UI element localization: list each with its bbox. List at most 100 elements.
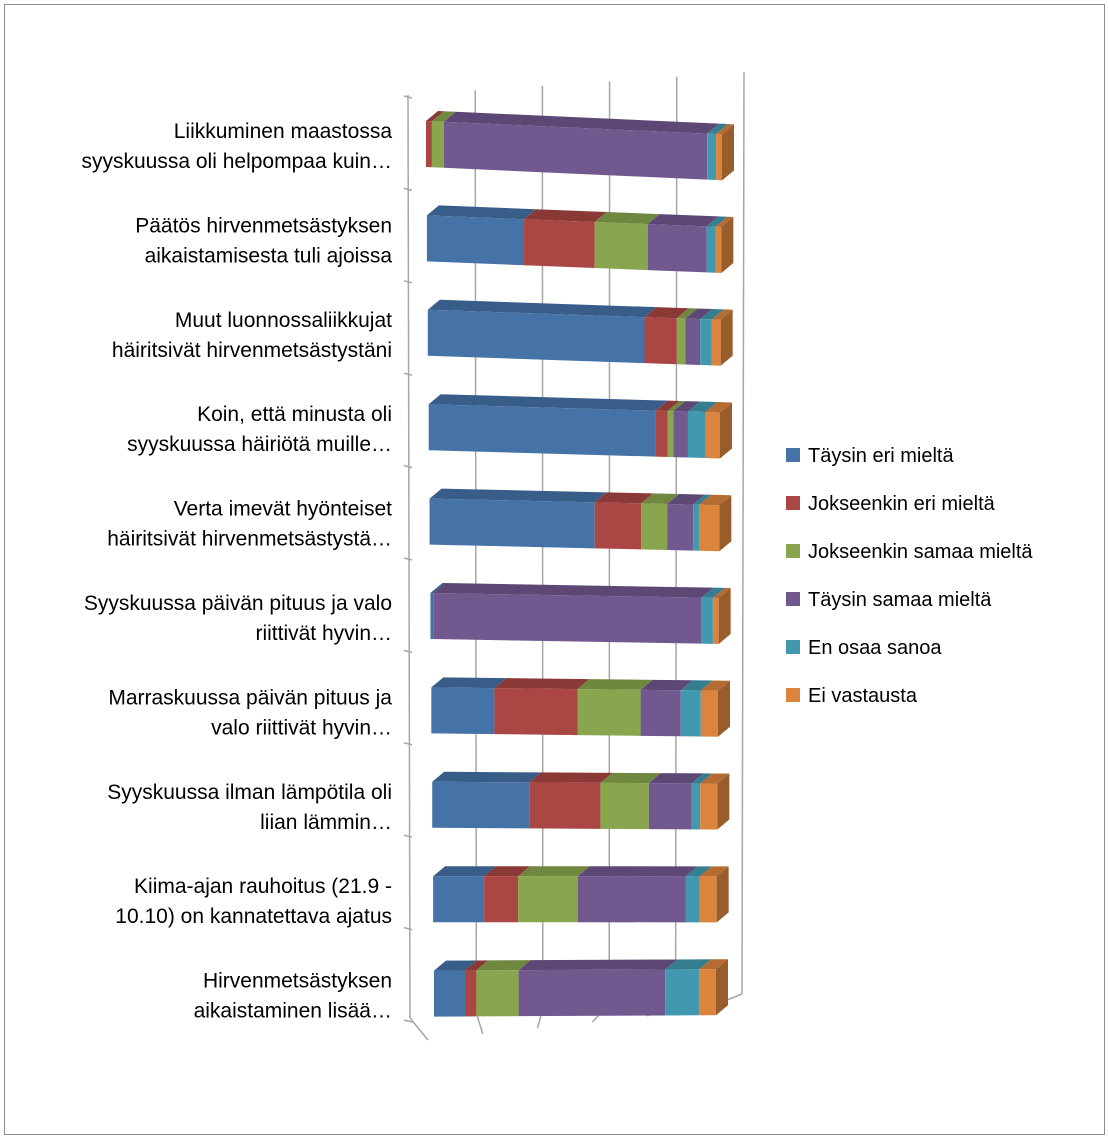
bar-segment-5-3 — [641, 493, 680, 551]
bar-segment-9-1 — [433, 866, 497, 923]
bar-segment-4-5 — [687, 401, 718, 459]
category-label-8-line-2: liian lämmin… — [260, 811, 392, 834]
bar-segment-6-6 — [712, 587, 731, 644]
bar-segment-5-5 — [693, 494, 712, 551]
bar-segment-9-4 — [577, 866, 698, 923]
bar-end-cap-2 — [721, 217, 734, 274]
bar-segment-1-4 — [443, 111, 720, 180]
bar-end-cap-6 — [718, 587, 731, 644]
legend-swatch-1 — [786, 448, 800, 462]
axis-tick — [403, 95, 413, 99]
floor-line-20 — [475, 1012, 484, 1035]
axis-tick — [403, 1019, 413, 1023]
legend-swatch-2 — [786, 496, 800, 510]
category-label-9-line-1: Kiima-ajan rauhoitus (21.9 - — [134, 875, 392, 898]
category-label-2-line-1: Päätös hirvenmetsästyksen — [135, 214, 392, 237]
bar-segment-7-3 — [577, 679, 653, 736]
bar-segment-10-2 — [465, 960, 489, 1017]
bars-layer — [426, 111, 734, 1017]
legend-swatch-6 — [786, 688, 800, 702]
axis-tick — [403, 649, 413, 654]
bar-segment-6-1 — [430, 583, 446, 640]
bar-segment-9-6 — [699, 866, 729, 923]
bar-segment-1-6 — [716, 124, 734, 181]
axis-tick — [403, 557, 413, 561]
legend: Täysin eri mieltä Jokseenkin eri mieltä Jo… — [786, 445, 1033, 707]
bar-segment-3-3 — [676, 308, 698, 365]
bar-segment-5-2 — [594, 492, 654, 550]
bar-segment-10-4 — [518, 959, 678, 1017]
bar-segment-4-1 — [428, 394, 668, 457]
category-labels: Liikkuminen maastossa syyskuussa oli help… — [82, 120, 393, 1023]
bar-segment-1-3 — [431, 111, 456, 168]
axis-tick — [403, 742, 413, 746]
bar-segment-2-6 — [715, 216, 734, 274]
category-label-5-line-1: Verta imevät hyönteiset — [174, 498, 392, 521]
bar-segment-6-5 — [701, 587, 725, 644]
legend-swatch-4 — [786, 592, 800, 606]
gridline-100 — [741, 71, 745, 995]
category-label-9-line-2: 10.10) on kannatettava ajatus — [115, 905, 392, 928]
bar-segment-7-2 — [494, 678, 590, 736]
bar-segment-4-3 — [667, 400, 686, 458]
category-label-1-line-1: Liikkuminen maastossa — [174, 120, 393, 143]
bar-segment-2-2 — [524, 209, 607, 269]
bar-segment-8-1 — [432, 771, 542, 829]
bar-segment-8-5 — [691, 773, 713, 830]
bar-segment-5-1 — [429, 488, 607, 549]
category-label-10-line-1: Hirvenmetsästyksen — [203, 970, 392, 993]
bar-segment-9-2 — [484, 866, 531, 923]
bar-segment-2-3 — [594, 212, 660, 271]
bar-segment-7-4 — [640, 679, 693, 737]
category-label-1-line-2: syyskuussa oli helpompaa kuin… — [82, 150, 393, 173]
bar-segment-2-5 — [706, 216, 728, 273]
bar-segment-8-6 — [700, 773, 730, 830]
bar-end-cap-4 — [720, 402, 732, 459]
legend-swatch-3 — [786, 544, 800, 558]
legend-label-4: Täysin samaa mieltä — [808, 589, 992, 611]
axis-tick — [403, 834, 413, 838]
legend-label-1: Täysin eri mieltä — [808, 445, 954, 467]
bar-segment-8-2 — [529, 772, 613, 829]
category-label-7-line-2: valo riittivät hyvin… — [211, 716, 392, 739]
bar-end-cap-8 — [717, 773, 730, 830]
category-label-6-line-2: riittivät hyvin… — [255, 622, 392, 645]
category-label-4-line-2: syyskuussa häiriötä muille… — [127, 433, 392, 456]
bar-segment-3-4 — [685, 308, 713, 366]
bar-segment-2-1 — [426, 205, 537, 266]
category-label-2-line-2: aikaistamisesta tuli ajoissa — [145, 244, 393, 267]
bar-segment-8-4 — [648, 773, 704, 830]
category-label-3-line-1: Muut luonnossaliikkujat — [175, 309, 392, 332]
floor-line-0 — [409, 1017, 429, 1041]
bar-segment-3-1 — [427, 299, 657, 364]
legend-label-3: Jokseenkin samaa mieltä — [808, 541, 1033, 563]
bar-segment-3-6 — [711, 309, 733, 366]
category-label-7-line-1: Marraskuussa päivän pituus ja — [108, 686, 392, 709]
bar-segment-10-1 — [434, 960, 478, 1017]
bar-segment-10-6 — [699, 959, 728, 1016]
bar-segment-9-3 — [518, 866, 590, 923]
bar-segment-9-5 — [685, 866, 712, 923]
axis-tick — [403, 372, 413, 376]
category-label-4-line-1: Koin, että minusta oli — [197, 403, 392, 426]
axis-tick — [403, 926, 413, 931]
category-label-6-line-1: Syyskuussa päivän pituus ja valo — [84, 592, 392, 615]
bar-segment-4-6 — [705, 402, 732, 459]
axis-tick — [403, 280, 413, 284]
bar-segment-10-5 — [665, 959, 712, 1016]
bar-segment-10-3 — [476, 960, 531, 1017]
axis-tick — [403, 187, 413, 192]
bar-segment-3-2 — [644, 307, 689, 365]
bar-end-cap-9 — [716, 866, 729, 923]
bar-segment-5-6 — [699, 494, 732, 552]
bar-segment-8-3 — [600, 772, 661, 830]
gridline-0 — [407, 94, 411, 1019]
legend-swatch-5 — [786, 640, 800, 654]
category-label-10-line-2: aikaistaminen lisää… — [194, 1000, 392, 1023]
bar-end-cap-3 — [720, 309, 733, 366]
category-label-8-line-1: Syyskuussa ilman lämpötila oli — [107, 781, 392, 804]
bar-segment-1-5 — [707, 123, 729, 181]
bar-segment-4-4 — [673, 401, 700, 458]
bar-segment-7-5 — [680, 680, 713, 737]
bar-end-cap-1 — [722, 124, 734, 181]
